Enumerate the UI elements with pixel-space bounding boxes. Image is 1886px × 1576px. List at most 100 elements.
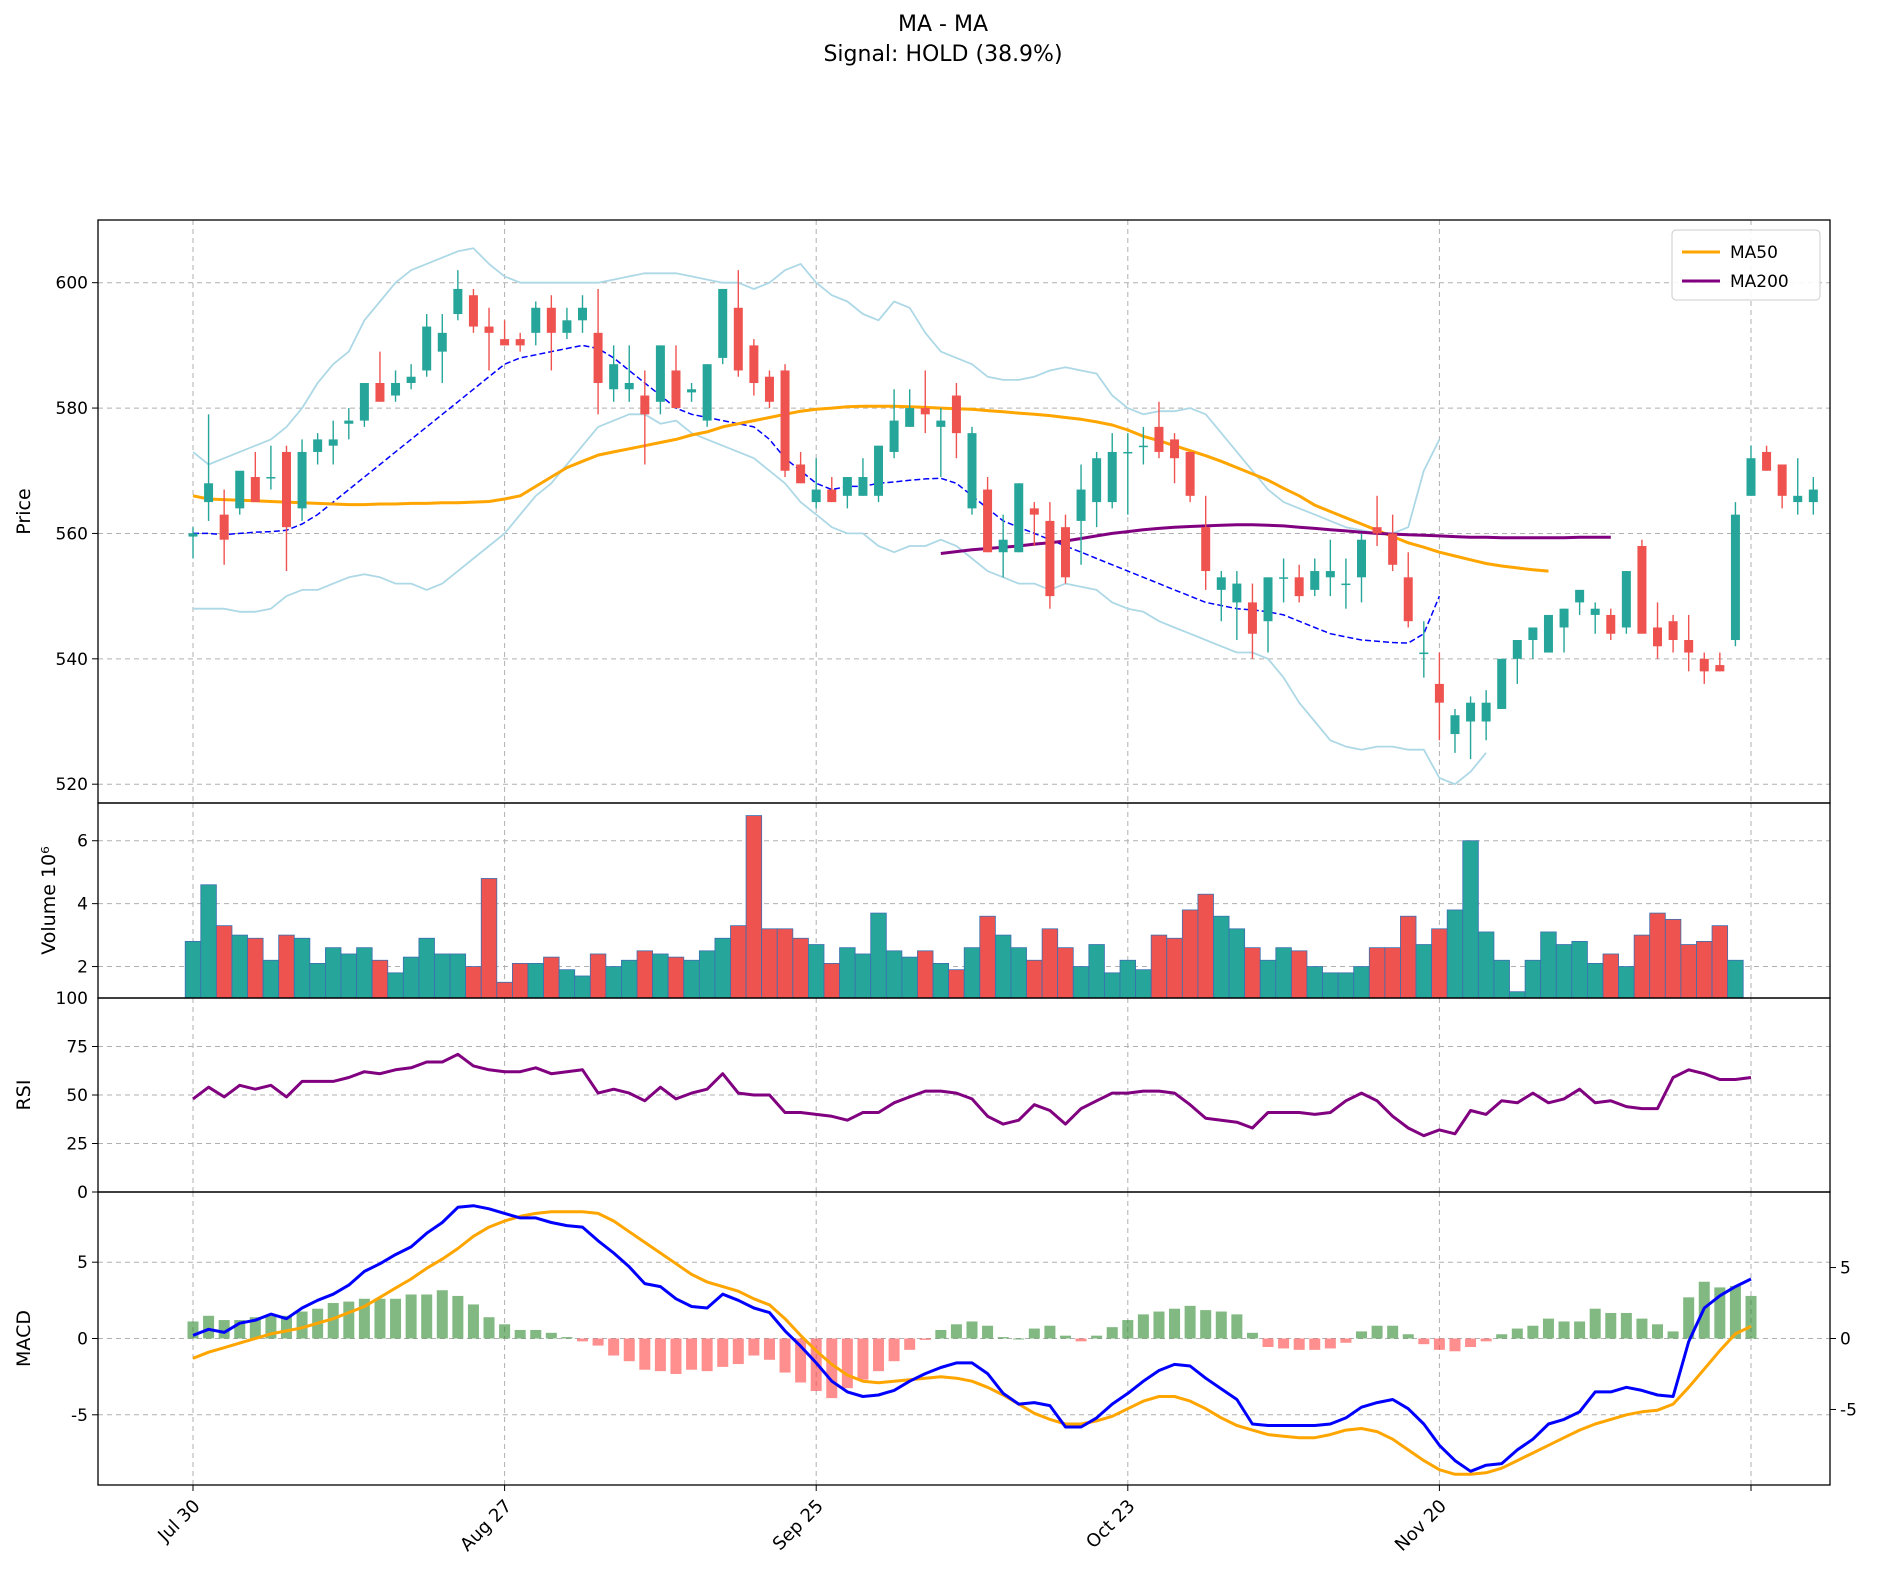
volume-bar [1166,937,1183,999]
candle-body [998,539,1008,553]
volume-bar [1555,944,1573,999]
volume-bar [948,969,965,999]
candle-body [624,382,634,390]
volume-bar [870,912,887,999]
macd-histogram-bar [390,1298,402,1339]
macd-histogram-bar [1620,1312,1632,1339]
volume-axis-title: Volume 10⁶ [38,846,60,955]
chart-title-block: MA - MA Signal: HOLD (38.9%) [0,10,1886,70]
macd-histogram-bar [1153,1311,1165,1339]
candle-body [1107,451,1117,503]
candle-body [281,451,291,528]
macd-histogram-bar [452,1295,464,1339]
candle-body [500,339,510,346]
volume-bar [1150,934,1168,999]
volume-bar [1259,959,1277,999]
volume-bar [200,884,217,999]
volume-bar [1415,944,1433,999]
candle-body [905,408,915,427]
candle-body [593,332,603,383]
volume-bar [1477,931,1495,999]
macd-histogram-bar [296,1311,308,1339]
macd-histogram-bar [1137,1314,1149,1339]
candle-body [671,370,681,409]
macd-histogram-bar [732,1338,744,1365]
macd-histogram-bar [514,1329,526,1339]
volume-bar [1244,947,1261,999]
volume-bar [854,953,872,999]
volume-bar [761,928,778,999]
volume-bar [1072,966,1090,999]
volume-bar [621,959,638,999]
candle-body [718,288,728,358]
price-y-tick-label: 540 [56,650,88,670]
macd-histogram-bar [530,1329,542,1339]
volume-bar [1181,909,1199,999]
volume-bar [808,944,825,999]
volume-bar [1680,944,1697,999]
volume-multiplier: 10⁶ [38,846,60,878]
candle-body [1715,665,1725,672]
candle-body [687,389,697,393]
candle-body [1294,577,1304,597]
candle-body [764,376,774,402]
volume-bar [1649,912,1666,999]
candle-body [422,326,432,371]
volume-bar [839,947,856,999]
macd-histogram-bar [686,1338,698,1370]
volume-bar [776,928,794,999]
candle-body [266,477,276,479]
candle-body [609,364,619,390]
candle-body [1699,658,1709,672]
macd-histogram-bar [763,1338,775,1360]
candlesticks-layer [188,270,1818,760]
macd-histogram-layer [187,1281,1757,1399]
bollinger-middle-line [193,344,1441,644]
macd-histogram-bar [1667,1331,1679,1339]
macd-histogram-bar [203,1315,215,1339]
volume-bar [714,937,731,999]
volume-bar [1057,947,1074,999]
macd-histogram-bar [358,1298,370,1339]
macd-signal-line [192,1210,1752,1476]
rsi-y-tick-label: 0 [77,1183,88,1203]
rsi-line [192,1052,1752,1138]
macd-histogram-bar [1340,1338,1352,1343]
volume-bar [1633,934,1651,999]
candle-body [235,470,245,509]
candle-body [1590,608,1600,615]
candle-body [749,345,759,383]
macd-histogram-bar [327,1303,339,1339]
candle-body [1762,451,1772,471]
volume-bar [730,925,747,999]
volume-bars-layer [184,815,1744,999]
candle-body [1045,520,1055,597]
volume-bar [1119,959,1136,999]
candle-body [453,288,463,315]
candle-body [1684,640,1694,653]
candle-body [359,382,369,421]
volume-bar [745,815,763,999]
macd-histogram-bar [1636,1318,1648,1339]
bollinger-lower-line [193,413,1487,786]
volume-bar [184,940,202,999]
macd-histogram-bar [795,1338,807,1383]
macd-histogram-bar [1028,1328,1040,1339]
candle-body [780,370,790,471]
volume-bar [496,981,513,999]
candle-body [328,439,338,446]
macd-histogram-bar [1215,1311,1227,1339]
candle-body [219,514,229,540]
macd-histogram-bar [1246,1332,1258,1339]
volume-bar [979,915,996,999]
candle-body [1403,577,1413,622]
macd-histogram-bar [1433,1338,1445,1350]
candle-body [313,439,323,452]
candle-body [188,533,198,537]
volume-bar [449,953,467,999]
candle-body [1730,514,1740,641]
price-axis-title: Price [13,488,35,534]
candle-body [1575,589,1585,603]
candle-body [1497,658,1507,709]
